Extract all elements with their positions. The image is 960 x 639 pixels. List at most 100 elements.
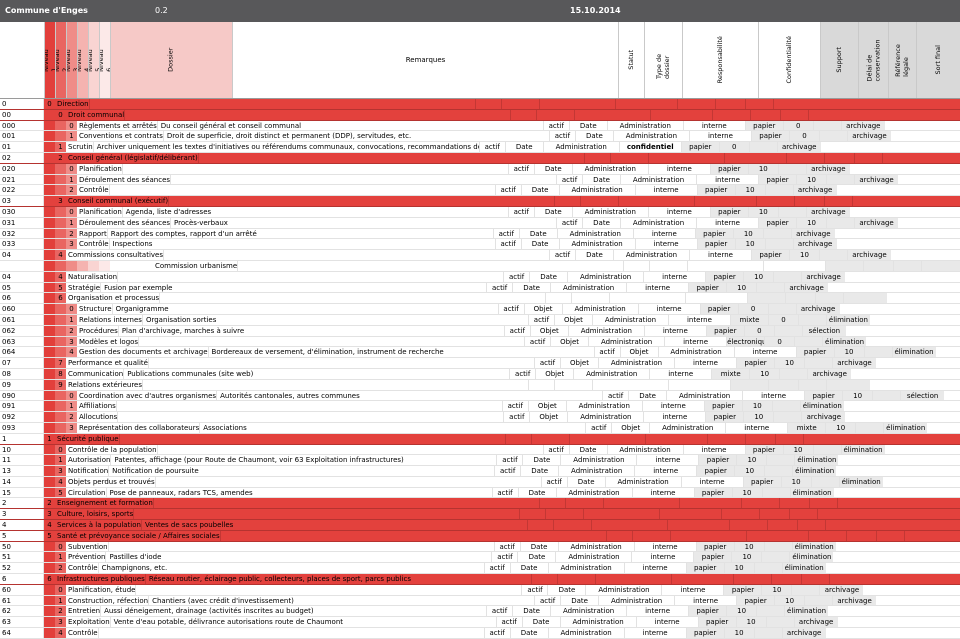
statut-value: actif [507, 163, 534, 174]
type-dossier-value [556, 574, 595, 584]
delai-conservation-value: 10 [749, 368, 780, 379]
sort-final-value: archivage [792, 239, 837, 250]
remark [107, 541, 494, 552]
row-code: 06 [0, 293, 44, 304]
support-value [756, 196, 794, 206]
delai-conservation-value [845, 530, 876, 541]
delai-conservation-value [744, 433, 775, 444]
reference-legale-value [756, 606, 785, 617]
support-value: papier [703, 401, 742, 412]
dossier-label: Culture, loisirs, sports [57, 510, 134, 519]
confidentialite-value: interne [688, 131, 751, 142]
type-dossier-value: Date [520, 185, 559, 196]
sort-final-value [921, 260, 960, 271]
confidentialite-value: interne [623, 563, 686, 574]
stair-cell [44, 131, 55, 142]
stair-cell [55, 120, 66, 131]
statut-value [504, 433, 531, 444]
support-value: mixte [729, 314, 768, 325]
column-header-label: Statut [626, 50, 635, 70]
type-dossier-value: Date [575, 250, 613, 260]
statut-value: actif [496, 455, 522, 466]
commune-title: Commune d'Enges [5, 6, 88, 15]
remark: Archiver uniquement les textes d'initiat… [92, 142, 479, 152]
stair-cell [44, 217, 55, 228]
delai-conservation-value [863, 260, 894, 271]
dossier-label: Conseil communal (exécutif) [68, 197, 169, 206]
sort-final-value: élimination [891, 347, 936, 358]
delai-conservation-value: 10 [726, 606, 757, 617]
dossier-label: Prévention [68, 553, 106, 562]
reference-legale-value [812, 120, 841, 131]
confidentialite-value: interne [680, 476, 743, 487]
responsabilite-value: Administration [613, 250, 689, 260]
support-value: papier [758, 174, 797, 185]
dossier-label: Subvention [68, 542, 108, 551]
type-dossier-value: Objet [529, 325, 568, 336]
sort-final-value [828, 574, 873, 584]
type-dossier-value: Objet [619, 347, 658, 358]
dossier-label: Infrastructures publiques [57, 575, 145, 584]
remark [118, 433, 505, 444]
type-dossier-value: Objet [523, 304, 562, 314]
responsabilite-value: Administration [547, 628, 624, 638]
responsabilite-value: Administration [559, 617, 636, 628]
row-code: 10 [0, 444, 44, 455]
remark [163, 250, 549, 260]
reference-legale-value [853, 152, 882, 163]
row-code: 063 [0, 336, 44, 347]
confidentialite-value: interne [674, 595, 736, 606]
responsabilite-value: Administration [612, 131, 689, 142]
reference-legale-value [818, 131, 847, 142]
remark: Droit de superficie, droit distinct et p… [162, 131, 549, 142]
table-row: 13 3 Notification Notification de poursuite… [0, 466, 960, 477]
sort-final-value: archivage [801, 271, 846, 282]
column-header-niveau-4: Niveau 4 [77, 22, 88, 98]
delai-conservation-value: 10 [842, 390, 873, 401]
table-row: 093 3 Représentation des collaborateurs Ass… [0, 422, 960, 434]
dossier-label: Relations extérieures [68, 380, 142, 389]
type-dossier-value: Objet [559, 358, 598, 368]
niveau-digit: 9 [55, 379, 66, 390]
titlebar: Commune d'Enges 0.2 15.10.2014 [0, 0, 960, 22]
row-code: 01 [0, 142, 44, 152]
responsabilite-value [538, 99, 615, 109]
remark: Chantiers (avec crédit d'investissement) [148, 595, 534, 606]
row-code: 02 [0, 152, 44, 163]
remark [108, 185, 495, 196]
dossier-label: Stratégie [68, 283, 101, 292]
type-dossier-value [545, 509, 583, 520]
responsabilite-value [647, 152, 724, 163]
stair-cell [44, 347, 55, 358]
confidentialite-value: interne [696, 174, 758, 185]
statut-value [554, 196, 580, 206]
stair-cell [44, 412, 55, 422]
sort-final-value: archivage [832, 595, 877, 606]
sort-final-value [824, 520, 869, 530]
niveau-digit: 7 [55, 358, 66, 368]
dossier-label: Objets perdus et trouvés [68, 477, 155, 486]
delai-conservation-value: 10 [734, 239, 765, 250]
statut-value: actif [493, 541, 520, 552]
type-dossier-value: Objet [553, 314, 592, 325]
type-dossier-value: Objet [527, 401, 566, 412]
sort-final-value: archivage [846, 131, 891, 142]
responsabilite-value [602, 498, 679, 509]
row-code: 3 [0, 509, 44, 520]
type-dossier-value: Date [520, 466, 558, 476]
type-dossier-value: Date [519, 541, 558, 552]
niveau-digit: 3 [55, 617, 66, 628]
confidentialite-value [670, 574, 733, 584]
row-code: 000 [0, 120, 44, 131]
delai-conservation-value [823, 152, 854, 163]
remark: Fusion par exemple [100, 282, 486, 293]
row-code: 13 [0, 466, 44, 476]
type-dossier-value [536, 109, 574, 120]
type-dossier-value: Date [522, 455, 560, 466]
stair-cell [55, 174, 66, 185]
type-dossier-value: Objet [611, 422, 649, 433]
stair-cell [55, 336, 66, 347]
dossier-label: Planification, étude [68, 585, 136, 594]
remark: Pose de panneaux, radars TCS, amendes [105, 487, 492, 498]
niveau-digit: 3 [55, 466, 66, 476]
